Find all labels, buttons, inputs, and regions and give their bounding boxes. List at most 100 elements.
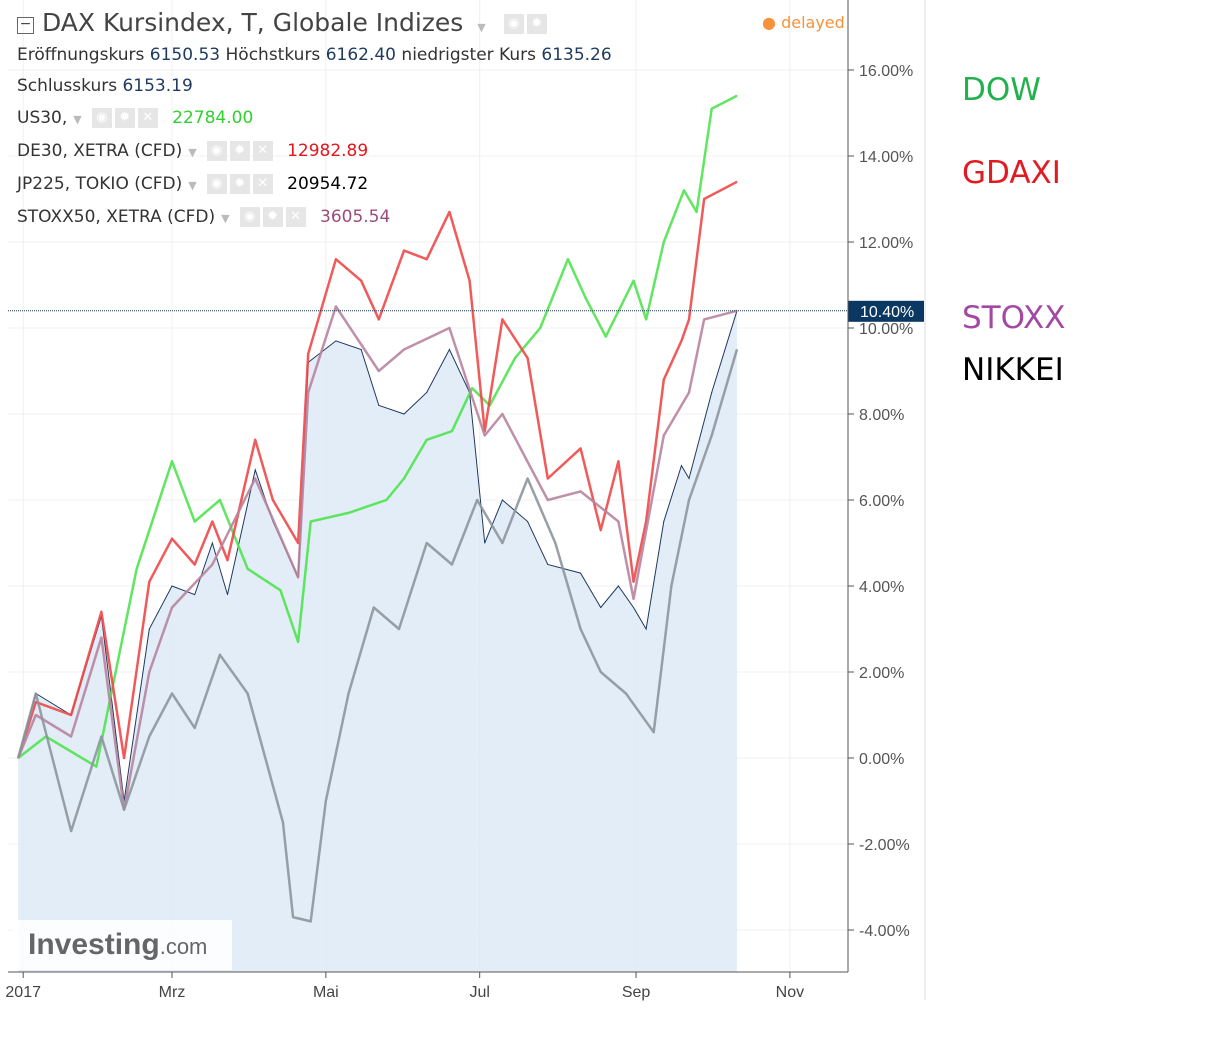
data-point xyxy=(123,809,125,811)
series-area xyxy=(18,310,737,972)
status-dot-icon: ● xyxy=(762,13,776,32)
last-value-label: 10.40% xyxy=(860,304,914,321)
overlay-legend-row: US30, ▼ ◉ ✹ ✕ 22784.00 xyxy=(17,108,253,128)
chart-title: − DAX Kursindex, T, Globale Indizes ▼ ◉ ✹ xyxy=(17,8,550,37)
data-point xyxy=(335,306,337,307)
chevron-down-icon[interactable]: ▼ xyxy=(221,212,230,225)
data-point xyxy=(35,693,37,694)
data-point xyxy=(527,521,529,522)
overlay-name: US30, xyxy=(17,108,68,128)
data-point xyxy=(680,340,682,342)
gear-icon[interactable]: ✹ xyxy=(229,174,250,194)
data-point xyxy=(194,594,196,596)
y-tick-label: 10.00% xyxy=(859,321,913,338)
data-point xyxy=(35,714,37,716)
data-point xyxy=(469,280,471,282)
eye-icon[interactable]: ◉ xyxy=(206,174,227,194)
data-point xyxy=(703,198,705,200)
chevron-down-icon[interactable]: ▼ xyxy=(188,146,197,159)
data-point xyxy=(663,521,665,522)
overlay-value: 3605.54 xyxy=(320,207,391,227)
chevron-down-icon[interactable]: ▼ xyxy=(188,179,197,192)
data-point xyxy=(663,379,665,381)
overlay-name: DE30, XETRA (CFD) xyxy=(17,141,183,161)
data-point xyxy=(703,318,705,320)
data-point xyxy=(653,731,655,733)
overlay-value: 20954.72 xyxy=(287,174,369,194)
data-point xyxy=(736,181,738,183)
chevron-down-icon[interactable]: ▼ xyxy=(477,21,486,34)
data-point xyxy=(688,478,690,479)
y-tick-label: 14.00% xyxy=(859,149,913,166)
data-point xyxy=(297,542,299,544)
data-point xyxy=(539,327,541,329)
annotation-stoxx: STOXX xyxy=(962,300,1066,336)
data-point xyxy=(688,499,690,501)
series-line xyxy=(17,94,738,768)
gear-icon[interactable]: ✹ xyxy=(114,108,135,128)
eye-icon[interactable]: ◉ xyxy=(206,141,227,161)
data-point xyxy=(688,318,690,320)
data-point xyxy=(360,280,362,282)
chevron-down-icon[interactable]: ▼ xyxy=(73,113,82,126)
data-point xyxy=(378,370,380,372)
close-value: 6153.19 xyxy=(122,76,193,96)
y-tick-label: 16.00% xyxy=(859,63,913,80)
data-point xyxy=(35,701,37,703)
data-point xyxy=(148,671,150,673)
close-icon[interactable]: ✕ xyxy=(285,207,306,227)
data-point xyxy=(617,521,619,522)
data-point xyxy=(663,435,665,436)
high-label: Höchstkurs xyxy=(225,45,321,65)
data-point xyxy=(297,576,299,578)
data-point xyxy=(148,628,150,630)
data-point xyxy=(279,589,281,591)
data-point xyxy=(378,404,380,406)
data-point xyxy=(194,521,196,522)
close-icon[interactable]: ✕ xyxy=(137,108,158,128)
close-icon[interactable]: ✕ xyxy=(252,174,273,194)
data-point xyxy=(385,499,387,501)
data-point xyxy=(547,499,549,501)
x-tick-label: Sep xyxy=(622,984,651,1001)
x-tick-label: Nov xyxy=(776,984,804,1001)
gear-icon[interactable]: ✹ xyxy=(229,141,250,161)
eye-icon[interactable]: ◉ xyxy=(91,108,112,128)
data-point xyxy=(254,478,256,479)
data-point xyxy=(426,258,428,260)
open-label: Eröffnungskurs xyxy=(17,45,145,65)
collapse-icon[interactable]: − xyxy=(17,17,34,34)
x-tick-label: Mai xyxy=(313,984,339,1001)
data-point xyxy=(70,714,72,716)
title-text: DAX Kursindex, T, Globale Indizes xyxy=(41,8,464,37)
data-point xyxy=(547,564,549,565)
y-tick-label: -4.00% xyxy=(859,923,910,940)
data-point xyxy=(171,585,173,587)
x-tick-label: Mrz xyxy=(159,984,186,1001)
data-point xyxy=(348,512,350,514)
data-point xyxy=(567,258,569,260)
data-point xyxy=(360,349,362,350)
data-point xyxy=(580,628,582,630)
data-point xyxy=(148,581,150,583)
eye-icon[interactable]: ◉ xyxy=(503,14,524,34)
data-point xyxy=(514,357,516,359)
data-point xyxy=(211,564,213,565)
data-point xyxy=(501,413,503,415)
data-point xyxy=(348,693,350,694)
data-point xyxy=(680,465,682,467)
eye-icon[interactable]: ◉ xyxy=(239,207,260,227)
data-point xyxy=(633,598,635,600)
data-point xyxy=(373,607,375,608)
y-tick-label: 2.00% xyxy=(859,665,904,682)
gear-icon[interactable]: ✹ xyxy=(262,207,283,227)
data-point xyxy=(448,327,450,329)
data-point xyxy=(211,521,213,522)
low-label: niedrigster Kurs xyxy=(401,45,536,65)
data-point xyxy=(645,628,647,630)
close-icon[interactable]: ✕ xyxy=(252,141,273,161)
gear-icon[interactable]: ✹ xyxy=(526,14,547,34)
overlay-legend-row: JP225, TOKIO (CFD) ▼ ◉ ✹ ✕ 20954.72 xyxy=(17,174,368,194)
data-point xyxy=(426,392,428,393)
